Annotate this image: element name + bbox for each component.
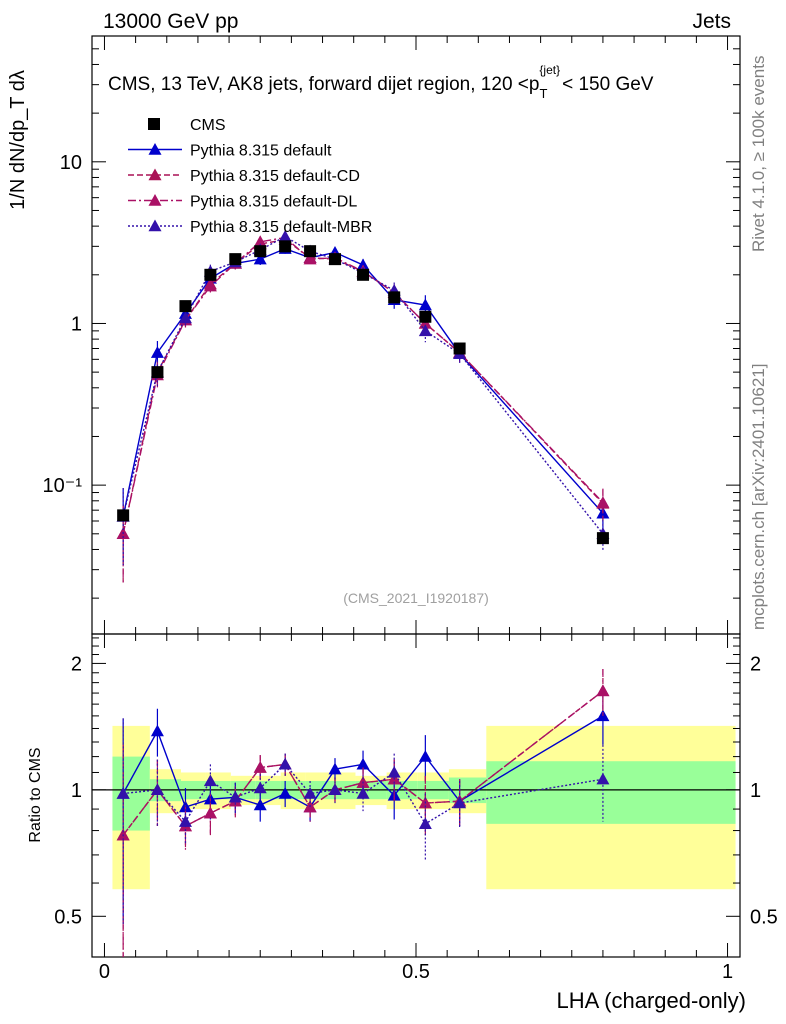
x-tick-label: 0 xyxy=(99,961,110,983)
series-line-1 xyxy=(122,238,604,534)
series-marker-3 xyxy=(418,324,432,337)
header-right: Jets xyxy=(692,10,731,33)
ratio-marker-0 xyxy=(356,757,370,770)
series-marker-2 xyxy=(203,279,217,292)
ylabel-ratio: Ratio to CMS xyxy=(27,747,44,842)
data-point xyxy=(254,245,267,258)
ratio-plot: 0.5 0.5 1 1 2 2 xyxy=(54,633,778,958)
ratio-marker-3 xyxy=(453,796,467,809)
ratio-marker-2 xyxy=(253,761,267,773)
data-point xyxy=(279,240,292,253)
ratio-marker-0 xyxy=(418,750,432,762)
x-tick-label: 1 xyxy=(722,961,733,983)
legend-label: Pythia 8.315 default-DL xyxy=(190,194,357,211)
data-point xyxy=(229,253,242,266)
ratio-marker-3 xyxy=(116,787,130,799)
side-rivet: Rivet 4.1.0, ≥ 100k events xyxy=(749,56,768,252)
ratio-ytick-label: 2 xyxy=(750,653,761,675)
data-point xyxy=(357,268,370,281)
data-point xyxy=(596,532,609,545)
ratio-band-inner xyxy=(486,761,736,824)
ratio-ytick-label: 0.5 xyxy=(54,906,82,928)
main-ytick-label: 10⁻¹ xyxy=(43,475,83,497)
series-marker-0 xyxy=(150,346,164,358)
header-left: 13000 GeV pp xyxy=(103,10,238,33)
series-marker-3 xyxy=(278,230,292,242)
ratio-marker-3 xyxy=(418,817,432,830)
ratio-marker-2 xyxy=(203,806,217,819)
ratio-marker-3 xyxy=(596,772,610,785)
ratio-line-3 xyxy=(123,763,604,825)
main-ytick-label: 1 xyxy=(71,313,82,335)
data-point xyxy=(117,509,130,522)
main-plot: 10⁻¹ 1 10 xyxy=(43,35,741,635)
legend-marker xyxy=(148,194,162,206)
legend-label: Pythia 8.315 default xyxy=(190,143,332,160)
series-marker-0 xyxy=(253,252,267,265)
data-point xyxy=(151,366,164,379)
ylabel-main: 1/N dN/dp_T dλ xyxy=(7,70,29,210)
data-point xyxy=(329,253,341,266)
legend-marker xyxy=(148,219,162,232)
ratio-marker-3 xyxy=(387,765,401,778)
ratio-ytick-label: 2 xyxy=(71,653,82,675)
ratio-marker-3 xyxy=(253,781,267,794)
legend-label: CMS xyxy=(190,117,226,134)
series-marker-2 xyxy=(253,235,267,248)
ratio-ytick-label: 0.5 xyxy=(750,906,778,928)
legend-label: Pythia 8.315 default-MBR xyxy=(190,219,372,236)
series-marker-2 xyxy=(303,252,317,265)
ratio-ytick-label: 1 xyxy=(71,780,82,802)
data-point xyxy=(388,291,401,304)
ratio-ytick-label: 1 xyxy=(750,780,761,802)
plot-title: CMS, 13 TeV, AK8 jets, forward dijet reg… xyxy=(108,63,654,101)
legend-marker-data xyxy=(148,118,160,130)
ratio-marker-3 xyxy=(303,787,317,799)
legend-marker xyxy=(148,143,162,155)
ratio-line-1 xyxy=(122,690,604,836)
legend-label: Pythia 8.315 default-CD xyxy=(190,168,360,185)
ratio-marker-3 xyxy=(203,774,217,787)
series-marker-2 xyxy=(596,496,610,508)
data-point xyxy=(204,268,217,281)
series-line-2 xyxy=(122,236,604,534)
side-mcplots: mcplots.cern.ch [arXiv:2401.10621] xyxy=(749,364,768,630)
series-marker-0 xyxy=(418,298,432,311)
ratio-marker-2 xyxy=(596,684,610,697)
analysis-id: (CMS_2021_I1920187) xyxy=(343,590,489,606)
main-ytick-label: 10 xyxy=(60,152,82,174)
ratio-marker-0 xyxy=(150,724,164,737)
xlabel: LHA (charged-only) xyxy=(556,988,746,1013)
ratio-line-0 xyxy=(122,715,604,808)
ratio-marker-3 xyxy=(278,757,292,770)
ratio-marker-3 xyxy=(228,790,242,803)
legend-marker xyxy=(148,168,162,181)
ratio-marker-3 xyxy=(178,815,192,827)
series-marker-0 xyxy=(356,258,370,271)
ratio-marker-3 xyxy=(150,783,164,796)
ratio-marker-0 xyxy=(253,798,267,811)
data-point xyxy=(453,342,466,355)
ratio-marker-0 xyxy=(278,787,292,799)
data-point xyxy=(179,300,192,313)
ratio-marker-3 xyxy=(356,787,370,799)
data-point xyxy=(304,245,317,258)
series-line-3 xyxy=(122,235,604,535)
x-tick-label: 0.5 xyxy=(402,961,430,983)
legend: CMS Pythia 8.315 default Pythia 8.315 defa… xyxy=(128,117,372,236)
data-point xyxy=(419,310,432,323)
series-line-0 xyxy=(122,247,604,517)
ratio-marker-3 xyxy=(328,783,342,796)
ratio-band-inner xyxy=(112,756,150,831)
ratio-marker-0 xyxy=(328,762,342,775)
series-marker-3 xyxy=(178,311,192,324)
